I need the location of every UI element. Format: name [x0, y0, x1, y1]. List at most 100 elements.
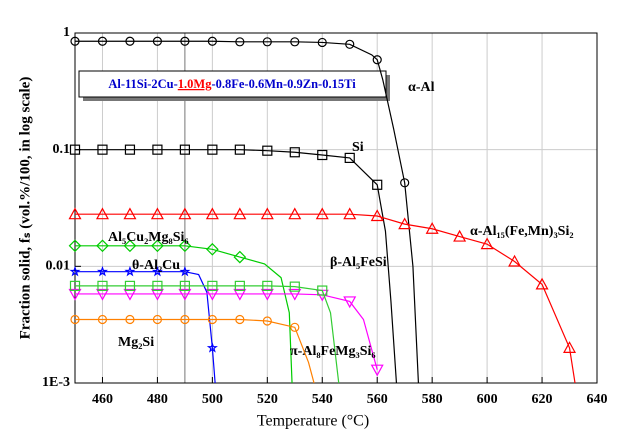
series-line [75, 149, 398, 384]
marker [262, 145, 273, 156]
marker [372, 55, 382, 65]
marker [151, 265, 163, 277]
marker [178, 288, 192, 301]
marker [123, 207, 137, 220]
marker [125, 36, 135, 46]
marker [207, 36, 217, 46]
annotation: Al-11Si-2Cu-1.0Mg-0.8Fe-0.6Mn-0.9Zn-0.15… [108, 77, 356, 91]
marker [152, 144, 163, 155]
marker [262, 280, 273, 291]
marker [372, 179, 383, 190]
marker [69, 280, 81, 291]
marker [151, 239, 164, 253]
x-tick-label: 620 [532, 392, 553, 407]
series-label: β-Al₅FeSi [330, 255, 387, 270]
marker [233, 250, 247, 264]
marker [290, 37, 300, 47]
marker [178, 207, 192, 220]
marker [317, 285, 328, 296]
marker [68, 207, 82, 220]
marker [152, 36, 163, 46]
x-tick-label: 460 [92, 392, 113, 407]
marker [179, 144, 190, 155]
series-label: α-Al [408, 80, 435, 95]
marker [425, 221, 439, 234]
x-tick-label: 520 [257, 392, 278, 407]
marker [69, 144, 81, 155]
marker [125, 314, 135, 325]
marker [315, 207, 329, 220]
marker [124, 144, 136, 155]
marker [235, 314, 245, 325]
marker [207, 280, 218, 291]
marker [234, 144, 245, 155]
marker [123, 239, 137, 253]
x-tick-label: 600 [477, 392, 498, 407]
x-tick-label: 580 [422, 392, 443, 407]
marker [150, 207, 164, 220]
marker [343, 207, 357, 220]
marker [400, 178, 410, 188]
marker [124, 265, 136, 277]
y-tick-label: 0.1 [53, 142, 71, 157]
y-tick-label: 1 [63, 25, 70, 40]
series-line [75, 213, 576, 384]
marker [97, 144, 108, 155]
y-tick-label: 0.01 [46, 259, 71, 274]
series-label: Al₅Cu₂Mg₈Si₆ [108, 230, 189, 245]
marker [152, 280, 163, 291]
marker [207, 314, 217, 325]
marker [96, 265, 109, 277]
marker [262, 37, 272, 47]
x-axis-label: Temperature (°C) [257, 413, 369, 430]
marker [70, 36, 80, 46]
marker [95, 207, 109, 220]
x-tick-label: 480 [147, 392, 168, 407]
series-label: θ-Al₂Cu [132, 258, 180, 273]
marker [398, 217, 412, 230]
marker [234, 280, 245, 291]
series-label: Si [352, 140, 364, 155]
marker [535, 277, 549, 290]
marker [150, 288, 164, 301]
marker [233, 288, 247, 301]
marker [178, 239, 192, 253]
marker [97, 36, 108, 46]
marker [289, 281, 300, 292]
marker [480, 237, 494, 250]
marker [206, 242, 219, 256]
series-line [75, 293, 378, 370]
marker [233, 207, 247, 220]
annotation-part: Al-11Si-2Cu- [108, 77, 177, 91]
series-line [75, 245, 293, 384]
y-axis-label: Fraction solid, fₛ (vol.%/100, in log sc… [17, 77, 33, 340]
marker [288, 207, 302, 220]
marker [180, 314, 190, 325]
marker [345, 39, 355, 49]
marker [235, 37, 245, 47]
series-label: π-Al₈FeMg₃Si₆ [290, 344, 376, 359]
marker [344, 152, 355, 164]
marker [68, 239, 82, 253]
marker [179, 265, 191, 277]
marker [123, 288, 137, 301]
marker [260, 207, 274, 220]
series-line [75, 285, 340, 384]
marker [453, 229, 467, 242]
marker [260, 288, 274, 301]
marker [207, 144, 218, 155]
marker [152, 314, 163, 325]
marker [180, 36, 190, 46]
x-tick-label: 560 [367, 392, 388, 407]
marker [370, 209, 384, 222]
marker [343, 296, 357, 309]
annotation-highlight: 1.0Mg [178, 77, 212, 91]
marker [97, 280, 108, 291]
marker [317, 149, 328, 161]
marker [206, 342, 218, 353]
annotation-part: -0.8Fe-0.6Mn-0.9Zn-0.15Ti [211, 77, 356, 91]
marker [69, 265, 81, 277]
marker [96, 239, 109, 253]
